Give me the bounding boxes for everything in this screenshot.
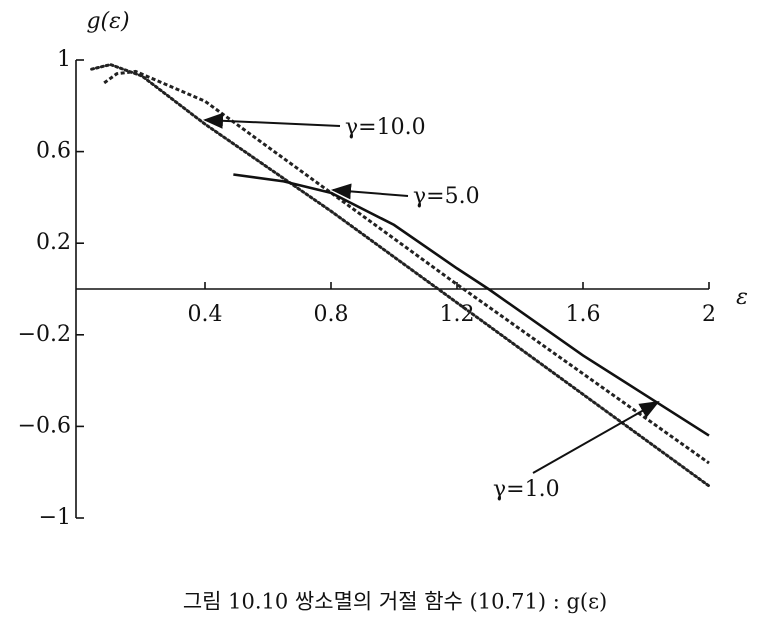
y-axis-label: g(ε) xyxy=(86,9,129,34)
y-tick-label: 1 xyxy=(57,47,71,72)
series-label: γ=10.0 xyxy=(345,115,426,140)
label-arrow xyxy=(203,112,341,129)
y-tick-label: −0.2 xyxy=(18,322,71,347)
y-tick-label: −0.6 xyxy=(18,413,71,438)
label-arrow xyxy=(532,401,660,474)
x-tick-label: 1.2 xyxy=(440,302,475,327)
series-line xyxy=(90,63,711,488)
x-axis-label: ε xyxy=(736,285,748,310)
series-label: γ=1.0 xyxy=(493,477,560,502)
series-label: γ=5.0 xyxy=(413,184,480,209)
y-tick-label: 0.6 xyxy=(36,139,71,164)
x-tick-label: 0.8 xyxy=(314,302,349,327)
x-tick-label: 0.4 xyxy=(188,302,223,327)
series-line xyxy=(233,173,710,437)
caption: 그림 10.10 쌍소멸의 거절 함수 (10.71) : g(ε) xyxy=(183,590,607,614)
label-arrow xyxy=(331,183,409,200)
y-tick-label: 0.2 xyxy=(36,230,71,255)
x-tick-label: 2 xyxy=(702,302,716,327)
y-tick-label: −1 xyxy=(39,505,71,530)
x-tick-label: 1.6 xyxy=(566,302,601,327)
